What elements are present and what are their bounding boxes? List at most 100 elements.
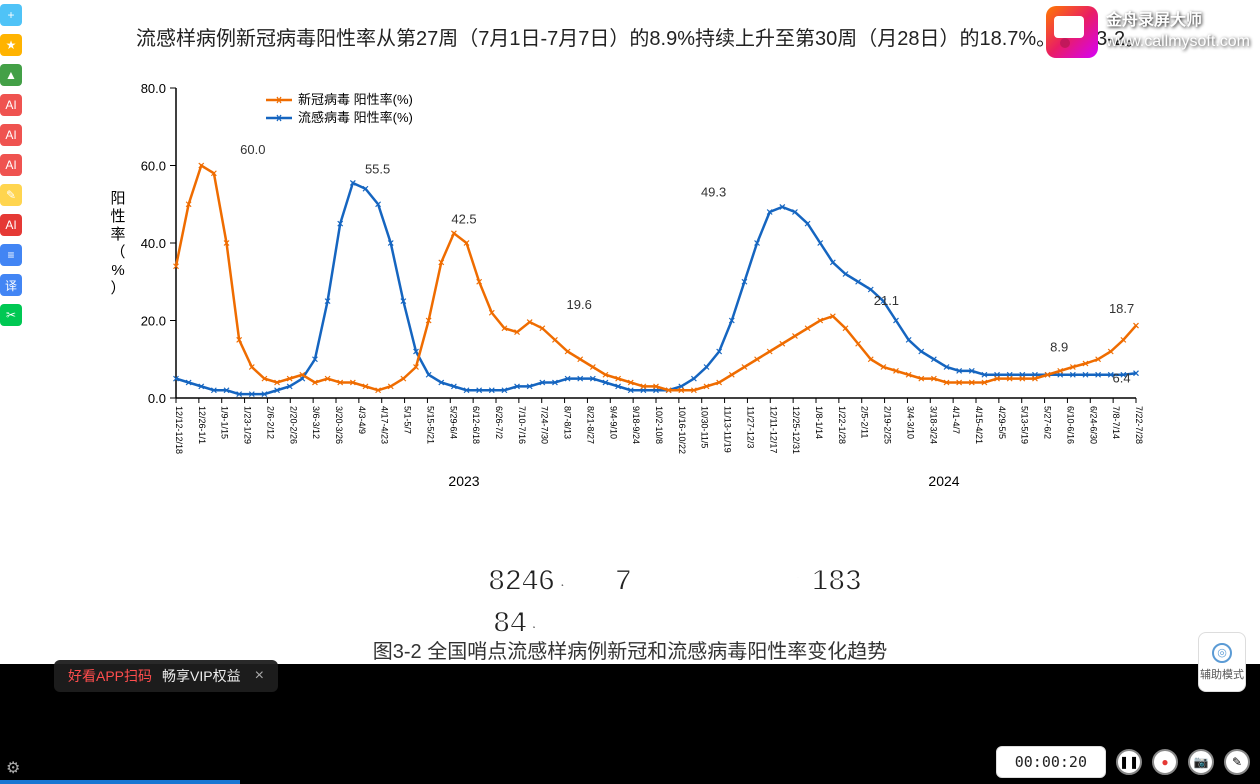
svg-text:19.6: 19.6 [567, 297, 592, 312]
record-button[interactable]: ● [1152, 749, 1178, 775]
watermark-title: 金舟录屏大师 [1106, 11, 1250, 32]
svg-text:（: （ [110, 244, 125, 261]
svg-text:性: 性 [110, 208, 125, 225]
svg-text:10/2-10/8: 10/2-10/8 [654, 406, 664, 444]
svg-text:）: ） [110, 280, 125, 297]
svg-text:7/22-7/28: 7/22-7/28 [1134, 406, 1144, 444]
svg-text:新冠病毒 阳性率(%): 新冠病毒 阳性率(%) [298, 92, 413, 107]
svg-text:49.3: 49.3 [701, 185, 726, 200]
close-icon[interactable]: × [255, 667, 264, 685]
svg-text:1/8-1/14: 1/8-1/14 [814, 406, 824, 439]
assist-mode-button[interactable]: ◎ 辅助模式 [1198, 632, 1246, 692]
assist-icon: ◎ [1212, 643, 1232, 663]
svg-text:6/12-6/18: 6/12-6/18 [471, 406, 481, 444]
svg-text:1/9-1/15: 1/9-1/15 [220, 406, 230, 439]
svg-text:2/6-2/12: 2/6-2/12 [265, 406, 275, 439]
svg-text:11/27-12/3: 11/27-12/3 [745, 406, 755, 448]
edit-button[interactable]: ✎ [1224, 749, 1250, 775]
svg-text:12/12-12/18: 12/12-12/18 [174, 406, 184, 454]
description-text: 流感样病例新冠病毒阳性率从第27周（7月1日-7月7日）的8.9%持续上升至第3… [96, 20, 1200, 58]
svg-text:2023: 2023 [448, 473, 479, 489]
document-content: 流感样病例新冠病毒阳性率从第27周（7月1日-7月7日）的8.9%持续上升至第3… [36, 0, 1260, 664]
settings-gear-icon[interactable]: ⚙ [6, 758, 20, 778]
recorder-time: 00:00:20 [996, 746, 1106, 778]
chart-container: 0.0 20.0 40.0 60.0 80.0 阳性率（%） 12/12-12/18 12/2… [96, 78, 1200, 498]
doc-icon[interactable]: ≡ [0, 244, 22, 266]
svg-text:3/6-3/12: 3/6-3/12 [311, 406, 321, 439]
add-icon[interactable]: + [0, 4, 22, 26]
ai-icon-2[interactable]: AI [0, 124, 22, 146]
svg-text:7/24-7/30: 7/24-7/30 [540, 406, 550, 444]
image-icon[interactable]: ▲ [0, 64, 22, 86]
svg-text:2024: 2024 [928, 473, 959, 489]
svg-text:40.0: 40.0 [141, 236, 166, 251]
ai-icon-3[interactable]: AI [0, 154, 22, 176]
line-chart: 0.0 20.0 40.0 60.0 80.0 阳性率（%） 12/12-12/18 12/2… [96, 78, 1156, 508]
watermark: 金舟录屏大师 www.callmysoft.com [1046, 6, 1250, 58]
svg-text:4/1-4/7: 4/1-4/7 [951, 406, 961, 434]
chart-caption: 图3-2 全国哨点流感样病例新冠和流感病毒阳性率变化趋势 [373, 635, 887, 664]
svg-text:7/8-7/14: 7/8-7/14 [1111, 406, 1121, 439]
svg-text:8.9: 8.9 [1050, 340, 1068, 355]
svg-text:4/29-5/5: 4/29-5/5 [997, 406, 1007, 439]
svg-text:5/13-5/19: 5/13-5/19 [1020, 406, 1030, 444]
ai-icon-1[interactable]: AI [0, 94, 22, 116]
svg-text:12/11-12/17: 12/11-12/17 [768, 406, 778, 453]
svg-text:3/20-3/26: 3/20-3/26 [334, 406, 344, 444]
svg-text:2/19-2/25: 2/19-2/25 [883, 406, 893, 444]
translate-icon[interactable]: 译 [0, 274, 22, 296]
svg-text:率: 率 [110, 226, 125, 243]
watermark-logo-icon [1046, 6, 1098, 58]
svg-text:6/24-6/30: 6/24-6/30 [1088, 406, 1098, 444]
svg-text:20.0: 20.0 [141, 314, 166, 329]
watermark-text: 金舟录屏大师 www.callmysoft.com [1106, 11, 1250, 53]
pause-button[interactable]: ❚❚ [1116, 749, 1142, 775]
svg-text:3/18-3/24: 3/18-3/24 [928, 406, 938, 444]
ai-icon-4[interactable]: AI [0, 214, 22, 236]
svg-text:60.0: 60.0 [240, 142, 265, 157]
svg-text:4/17-4/23: 4/17-4/23 [380, 406, 390, 444]
svg-text:流感病毒 阳性率(%): 流感病毒 阳性率(%) [298, 110, 413, 125]
svg-text:8/21-8/27: 8/21-8/27 [585, 406, 595, 444]
svg-text:8/7-8/13: 8/7-8/13 [563, 406, 573, 439]
svg-text:21.1: 21.1 [874, 293, 899, 308]
svg-text:18.7: 18.7 [1109, 301, 1134, 316]
watermark-url: www.callmysoft.com [1106, 32, 1250, 53]
svg-text:2/20-2/26: 2/20-2/26 [288, 406, 298, 444]
vip-red-text: 好看APP扫码 [68, 666, 152, 686]
svg-text:10/30-11/5: 10/30-11/5 [700, 406, 710, 448]
svg-text:12/25-12/31: 12/25-12/31 [791, 406, 801, 454]
svg-text:6/26-7/2: 6/26-7/2 [494, 406, 504, 439]
left-sidebar: + ★ ▲ AI AI AI ✎ AI ≡ 译 ✂ [0, 4, 28, 326]
svg-text:%: % [111, 262, 124, 279]
svg-text:阳: 阳 [110, 190, 125, 207]
svg-text:0.0: 0.0 [148, 391, 166, 406]
svg-text:42.5: 42.5 [451, 212, 476, 227]
svg-text:5/29-6/4: 5/29-6/4 [448, 406, 458, 439]
svg-text:2/5-2/11: 2/5-2/11 [860, 406, 870, 438]
svg-text:1/22-1/28: 1/22-1/28 [837, 406, 847, 444]
svg-text:12/26-1/1: 12/26-1/1 [197, 406, 207, 444]
svg-text:60.0: 60.0 [141, 159, 166, 174]
svg-text:7/10-7/16: 7/10-7/16 [517, 406, 527, 444]
recorder-controls: 00:00:20 ❚❚ ● 📷 ✎ [996, 746, 1250, 778]
svg-text:80.0: 80.0 [141, 81, 166, 96]
svg-text:5/27-6/2: 5/27-6/2 [1043, 406, 1053, 439]
svg-text:6/10-6/16: 6/10-6/16 [1065, 406, 1075, 444]
vip-white-text: 畅享VIP权益 [162, 666, 241, 686]
svg-text:9/18-9/24: 9/18-9/24 [631, 406, 641, 444]
svg-text:55.5: 55.5 [365, 161, 390, 176]
svg-text:5/15-5/21: 5/15-5/21 [425, 406, 435, 444]
svg-text:5/1-5/7: 5/1-5/7 [403, 406, 413, 434]
vip-banner[interactable]: 好看APP扫码 畅享VIP权益 × [54, 660, 278, 692]
svg-text:10/16-10/22: 10/16-10/22 [677, 406, 687, 454]
svg-text:4/15-4/21: 4/15-4/21 [974, 406, 984, 444]
svg-text:4/3-4/9: 4/3-4/9 [357, 406, 367, 434]
screenshot-button[interactable]: 📷 [1188, 749, 1214, 775]
star-icon[interactable]: ★ [0, 34, 22, 56]
edit-icon[interactable]: ✎ [0, 184, 22, 206]
svg-text:3/4-3/10: 3/4-3/10 [905, 406, 915, 439]
assist-label: 辅助模式 [1200, 666, 1244, 682]
scissors-icon[interactable]: ✂ [0, 304, 22, 326]
svg-text:1/23-1/29: 1/23-1/29 [243, 406, 253, 444]
